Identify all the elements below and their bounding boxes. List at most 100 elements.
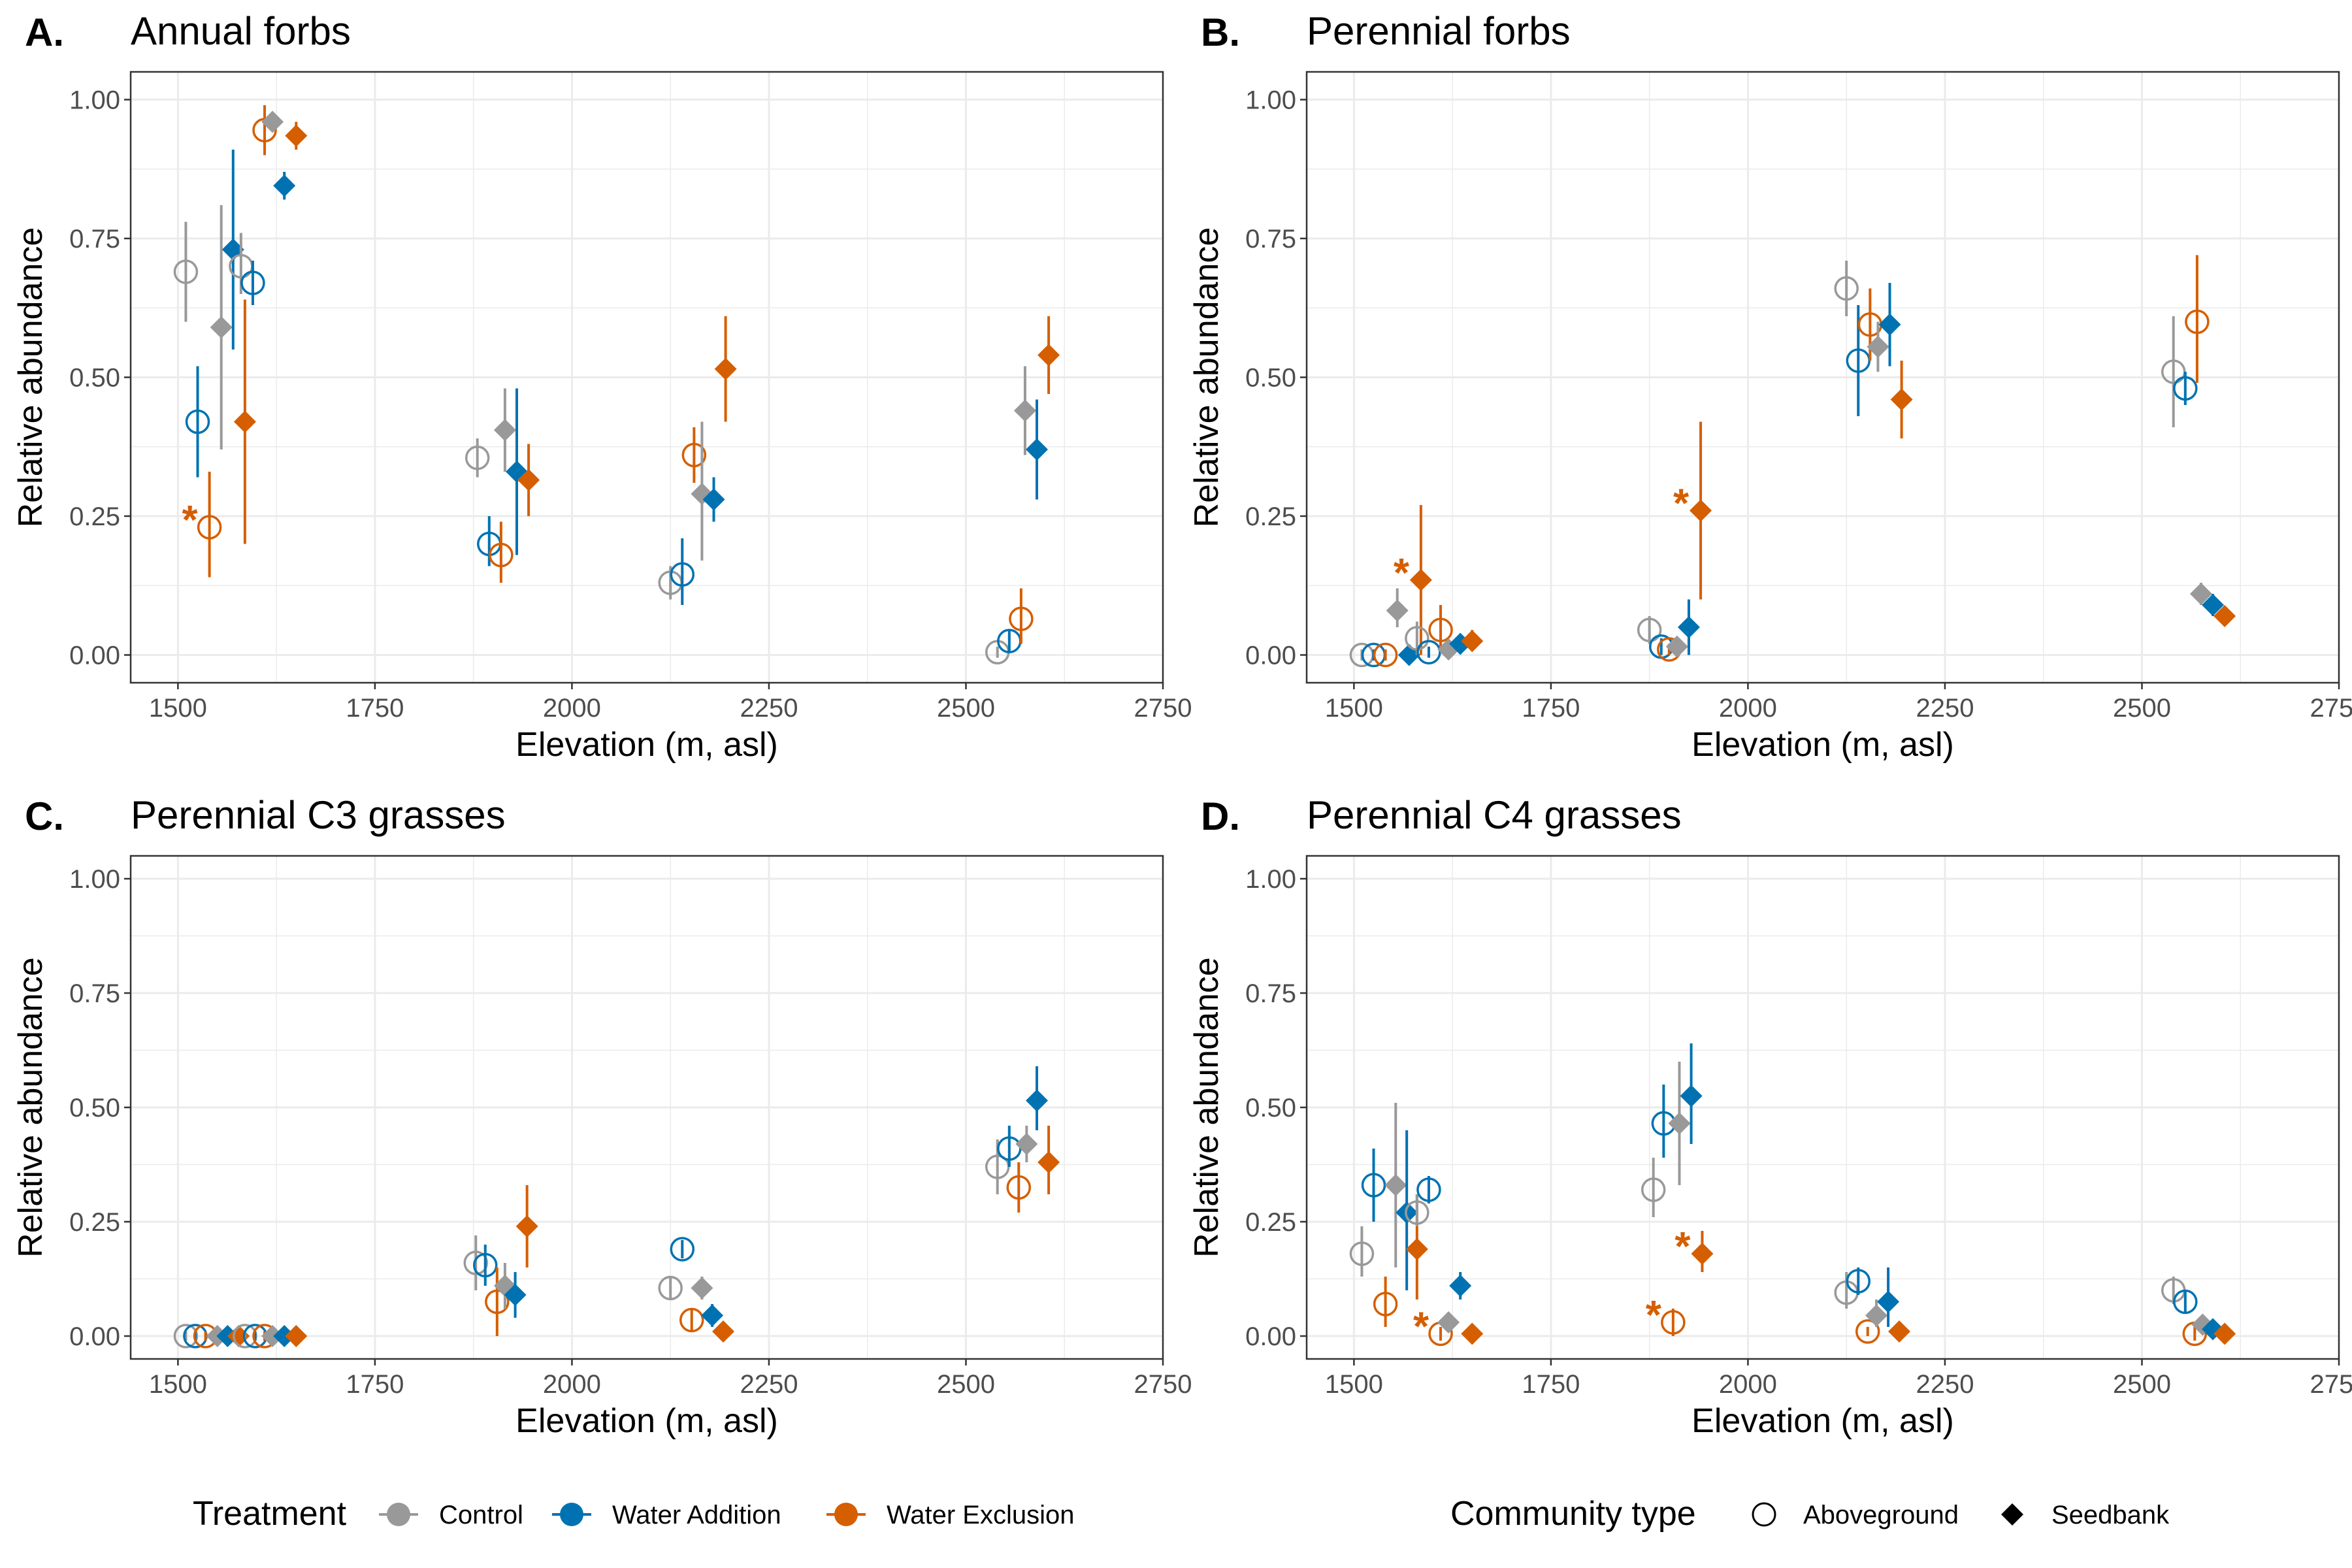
marker-aboveground xyxy=(1641,1177,1666,1202)
point-water-exclusion-aboveground: * xyxy=(1646,1293,1686,1338)
legend-key-point xyxy=(560,1503,583,1526)
legend-title-treatment: Treatment xyxy=(193,1495,347,1533)
point-water-exclusion-seedbank: * xyxy=(1674,1224,1714,1272)
point-water-addition-seedbank xyxy=(1026,1066,1049,1130)
marker-seedbank xyxy=(1665,635,1688,658)
panel-title: Perennial C3 grasses xyxy=(131,793,506,837)
marker-seedbank xyxy=(1409,568,1432,591)
y-tick-label: 0.25 xyxy=(1245,502,1296,531)
y-axis-title: Relative abundance xyxy=(1188,227,1226,528)
point-water-exclusion-aboveground xyxy=(2185,255,2210,383)
legend: Treatment Control Water Addition Water Exc… xyxy=(193,1495,2170,1533)
point-water-addition-aboveground xyxy=(240,261,265,305)
marker-aboveground xyxy=(489,542,514,568)
x-tick-label: 2750 xyxy=(2310,1370,2352,1399)
marker-seedbank xyxy=(1026,1089,1049,1112)
marker-seedbank xyxy=(1690,499,1712,522)
x-tick-label: 2500 xyxy=(937,1370,995,1399)
marker-seedbank xyxy=(493,419,516,442)
marker-aboveground xyxy=(1349,1241,1375,1266)
marker-seedbank xyxy=(515,1215,538,1237)
legend-label: Water Exclusion xyxy=(887,1501,1075,1529)
legend-key-diamond xyxy=(2001,1503,2023,1526)
point-water-exclusion-aboveground xyxy=(1373,1277,1398,1327)
point-water-exclusion-seedbank xyxy=(1887,1320,1910,1343)
point-control-seedbank xyxy=(261,110,284,133)
marker-seedbank xyxy=(1887,1320,1910,1343)
point-water-addition-seedbank xyxy=(273,1325,296,1347)
legend-key-circle xyxy=(1752,1502,1776,1527)
point-water-exclusion-seedbank xyxy=(233,299,256,544)
x-tick-label: 1750 xyxy=(346,1370,404,1399)
marker-seedbank xyxy=(1668,1112,1691,1135)
point-water-exclusion-aboveground xyxy=(489,521,514,583)
point-water-addition-aboveground xyxy=(1416,1176,1441,1203)
y-tick-label: 0.25 xyxy=(1245,1208,1296,1237)
x-tick-label: 2000 xyxy=(543,694,601,723)
y-tick-label: 1.00 xyxy=(69,865,120,894)
y-tick-label: 0.00 xyxy=(69,1322,120,1351)
y-tick-label: 1.00 xyxy=(69,86,120,115)
x-tick-label: 2000 xyxy=(543,1370,601,1399)
marker-seedbank xyxy=(1026,438,1049,461)
marker-seedbank xyxy=(1437,1311,1460,1333)
point-water-addition-seedbank xyxy=(1680,1043,1703,1144)
marker-seedbank xyxy=(1691,1243,1714,1265)
point-water-addition-seedbank xyxy=(504,1272,527,1318)
marker-aboveground xyxy=(1661,1310,1686,1335)
x-tick-label: 1750 xyxy=(1522,694,1580,723)
y-tick-label: 1.00 xyxy=(1245,86,1296,115)
marker-seedbank xyxy=(1037,1151,1060,1173)
marker-seedbank xyxy=(1384,1174,1407,1196)
gridlines xyxy=(1307,72,2339,683)
legend-item-aboveground: Aboveground xyxy=(1752,1501,1959,1529)
point-water-addition-seedbank xyxy=(701,1304,724,1327)
marker-aboveground xyxy=(658,1275,683,1301)
point-control-aboveground xyxy=(173,221,199,322)
legend-label: Aboveground xyxy=(1803,1501,1959,1529)
y-tick-label: 0.75 xyxy=(69,979,120,1008)
point-water-addition-seedbank xyxy=(2202,594,2225,616)
point-water-addition-seedbank xyxy=(1677,599,1700,655)
marker-seedbank xyxy=(1386,599,1409,622)
marker-seedbank xyxy=(233,410,256,433)
point-water-exclusion-seedbank xyxy=(1461,630,1484,653)
marker-seedbank xyxy=(1890,388,1913,411)
marker-aboveground xyxy=(1846,1269,1871,1294)
y-tick-label: 0.25 xyxy=(69,1208,120,1237)
point-control-aboveground xyxy=(463,1235,489,1290)
marker-seedbank xyxy=(1865,1304,1888,1327)
marker-aboveground xyxy=(670,562,695,587)
point-control-seedbank xyxy=(691,1277,713,1299)
marker-aboveground xyxy=(485,1289,510,1315)
x-tick-label: 2250 xyxy=(1916,694,1974,723)
legend-key-point xyxy=(387,1503,410,1526)
y-axis-title: Relative abundance xyxy=(12,957,50,1258)
y-tick-label: 0.00 xyxy=(69,642,120,670)
point-water-exclusion-seedbank xyxy=(1037,1126,1060,1194)
marker-aboveground xyxy=(681,442,707,468)
point-water-exclusion-seedbank xyxy=(2213,1322,2236,1345)
point-water-addition-aboveground xyxy=(472,1245,498,1286)
point-water-exclusion-aboveground xyxy=(1855,1319,1880,1344)
y-tick-label: 0.50 xyxy=(69,364,120,393)
y-tick-label: 0.50 xyxy=(1245,364,1296,393)
point-water-exclusion-seedbank xyxy=(515,1185,538,1267)
legend-label: Seedbank xyxy=(2051,1501,2170,1529)
point-control-aboveground xyxy=(465,438,490,478)
x-tick-label: 1500 xyxy=(1325,1370,1383,1399)
x-axis-title: Elevation (m, asl) xyxy=(1691,726,1954,764)
marker-aboveground xyxy=(2173,376,2198,401)
marker-seedbank xyxy=(2189,583,2212,605)
point-water-addition-aboveground xyxy=(1846,1267,1871,1295)
marker-seedbank xyxy=(711,1320,734,1343)
y-tick-label: 1.00 xyxy=(1245,865,1296,894)
legend-item-control: Control xyxy=(379,1501,523,1529)
legend-item-seedbank: Seedbank xyxy=(2001,1501,2170,1529)
point-control-seedbank xyxy=(1665,635,1688,658)
marker-aboveground xyxy=(185,409,210,434)
legend-label: Water Addition xyxy=(612,1501,781,1529)
marker-seedbank xyxy=(285,124,308,147)
legend-treatment-items: Control Water Addition Water Exclusion xyxy=(379,1501,1075,1529)
marker-seedbank xyxy=(1877,1290,1900,1313)
